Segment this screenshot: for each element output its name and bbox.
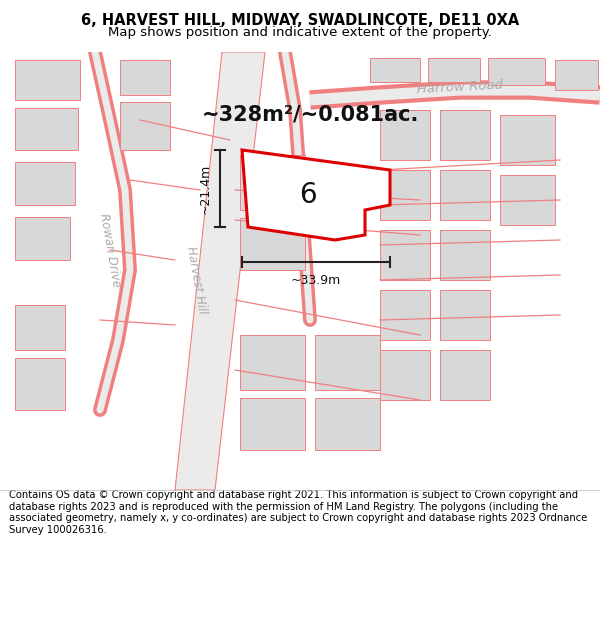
Polygon shape (315, 335, 380, 390)
Polygon shape (380, 350, 430, 400)
Polygon shape (440, 230, 490, 280)
Polygon shape (240, 398, 305, 450)
Text: 6: 6 (299, 181, 317, 209)
Polygon shape (500, 115, 555, 165)
Polygon shape (15, 358, 65, 410)
Polygon shape (15, 108, 78, 150)
Polygon shape (555, 60, 598, 90)
Polygon shape (120, 102, 170, 150)
Polygon shape (15, 60, 80, 100)
Polygon shape (370, 58, 420, 82)
Polygon shape (440, 110, 490, 160)
Polygon shape (175, 52, 265, 490)
Polygon shape (240, 218, 305, 270)
Text: 6, HARVEST HILL, MIDWAY, SWADLINCOTE, DE11 0XA: 6, HARVEST HILL, MIDWAY, SWADLINCOTE, DE… (81, 13, 519, 28)
Polygon shape (120, 60, 170, 95)
Polygon shape (440, 350, 490, 400)
Polygon shape (500, 175, 555, 225)
Text: ~21.4m: ~21.4m (199, 163, 212, 214)
Polygon shape (440, 290, 490, 340)
Text: Contains OS data © Crown copyright and database right 2021. This information is : Contains OS data © Crown copyright and d… (9, 490, 587, 535)
Text: Harvest Hill: Harvest Hill (184, 245, 208, 315)
Text: Harrow Road: Harrow Road (416, 78, 503, 96)
Text: Rowan Drive: Rowan Drive (97, 212, 123, 288)
Polygon shape (428, 58, 480, 82)
Polygon shape (15, 162, 75, 205)
Polygon shape (315, 398, 380, 450)
Polygon shape (380, 230, 430, 280)
Polygon shape (380, 170, 430, 220)
Text: ~328m²/~0.081ac.: ~328m²/~0.081ac. (202, 105, 419, 125)
Polygon shape (440, 170, 490, 220)
Text: ~33.9m: ~33.9m (291, 274, 341, 287)
Polygon shape (242, 150, 390, 240)
Polygon shape (240, 155, 305, 210)
Text: Hest Hill: Hest Hill (289, 154, 311, 206)
Polygon shape (380, 290, 430, 340)
Polygon shape (240, 335, 305, 390)
Polygon shape (488, 58, 545, 85)
Polygon shape (15, 305, 65, 350)
Polygon shape (15, 217, 70, 260)
Polygon shape (380, 110, 430, 160)
Text: Map shows position and indicative extent of the property.: Map shows position and indicative extent… (108, 26, 492, 39)
